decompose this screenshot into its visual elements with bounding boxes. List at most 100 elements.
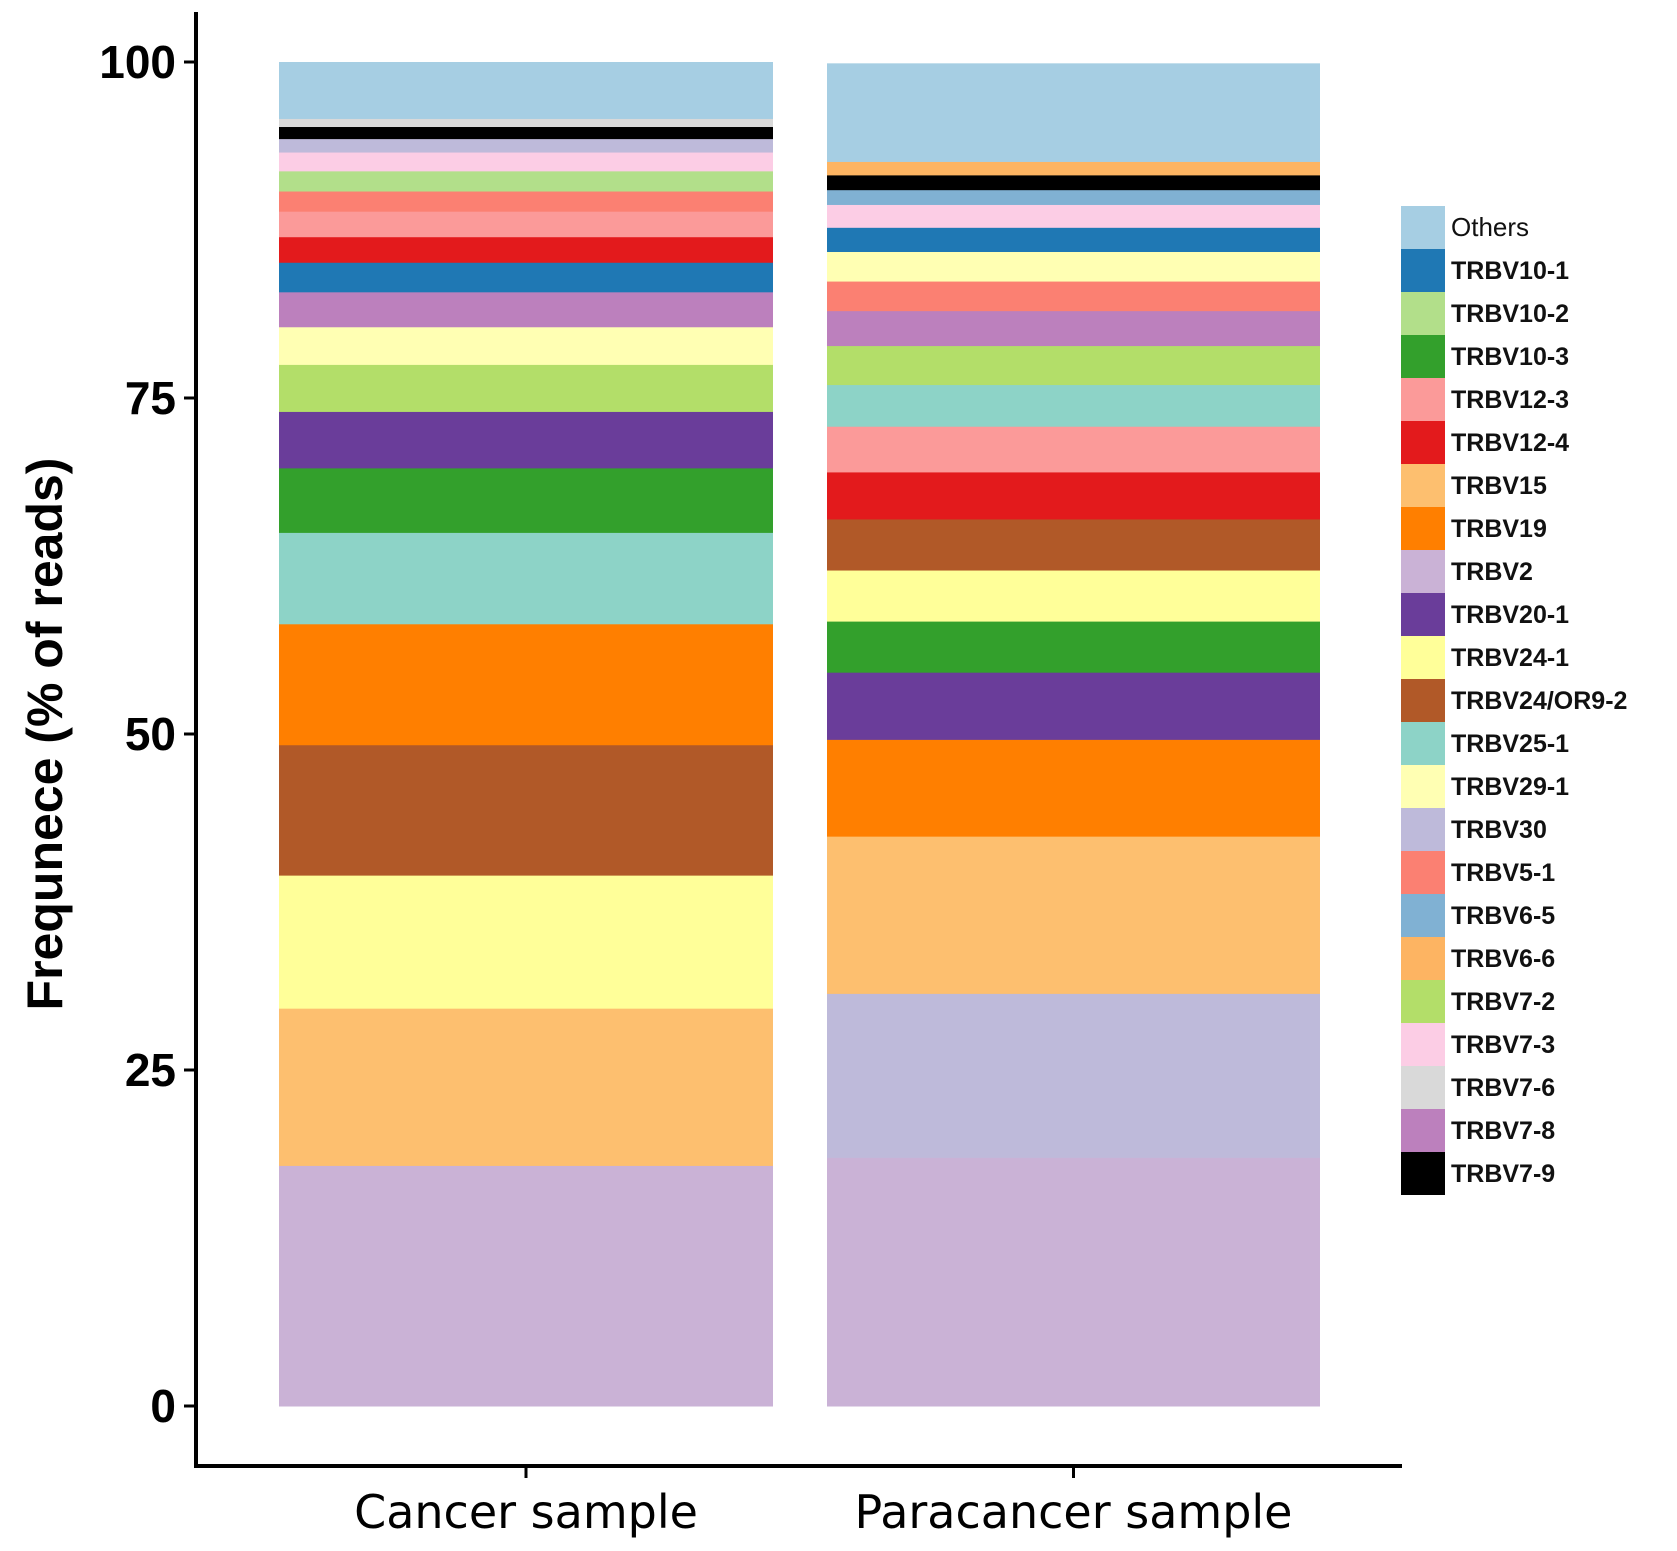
bar-segment-trbv7-3 [279,152,773,172]
legend-label: TRBV19 [1451,515,1547,543]
bar-segment-trbv10-3 [279,467,773,533]
legend-item: TRBV7-6 [1401,1066,1555,1109]
legend-item: TRBV10-3 [1401,335,1569,378]
legend-swatch [1401,980,1445,1023]
bar-segment-trbv25-1 [279,532,773,625]
legend-item: TRBV25-1 [1401,722,1569,765]
legend-label: TRBV12-3 [1451,386,1569,414]
bar-segment-trbv7-3 [827,204,1320,228]
legend-label: TRBV6-6 [1451,945,1555,973]
legend-label: TRBV29-1 [1451,773,1569,801]
legend-item: TRBV7-2 [1401,980,1555,1023]
bar-segment-trbv7-8 [827,310,1320,347]
legend-item: TRBV12-3 [1401,378,1569,421]
legend-label: TRBV7-2 [1451,988,1555,1016]
legend-item: TRBV30 [1401,808,1547,851]
bar-segment-trbv20-1 [279,411,773,469]
bar-segment-trbv5-1 [279,191,773,212]
bar-segment-trbv30 [827,993,1320,1158]
bar-segment-trbv5-1 [827,281,1320,312]
x-tick-label: Cancer sample [354,1485,698,1539]
y-tick-label: 75 [125,372,176,424]
legend-swatch [1401,1152,1445,1195]
legend-swatch [1401,1109,1445,1152]
legend-swatch [1401,851,1445,894]
legend-swatch [1401,550,1445,593]
legend-label: TRBV10-3 [1451,343,1569,371]
legend-swatch [1401,378,1445,421]
legend-label: TRBV7-9 [1451,1160,1555,1188]
legend-label: Others [1451,212,1529,242]
legend-swatch [1401,1023,1445,1066]
bar-segment-trbv6-6 [827,161,1320,176]
bar-segment-trbv7-9 [827,174,1320,191]
bar-segment-trbv24-1 [827,570,1320,622]
legend-swatch [1401,507,1445,550]
bar-segment-trbv20-1 [827,672,1320,740]
legend-label: TRBV10-2 [1451,300,1569,328]
legend-label: TRBV25-1 [1451,730,1569,758]
bar-segment-trbv19 [279,623,773,746]
bar-segment-trbv24-1 [279,875,773,1009]
legend-swatch [1401,335,1445,378]
bar-segment-trbv12-4 [827,471,1320,520]
bar-segment-trbv2 [827,1157,1320,1407]
y-tick-label: 0 [150,1380,176,1432]
legend-label: TRBV5-1 [1451,859,1555,887]
y-tick-label: 50 [125,708,176,760]
bar-segment-trbv12-3 [827,426,1320,473]
legend-item: TRBV10-2 [1401,292,1569,335]
legend-swatch [1401,249,1445,292]
legend-item: TRBV7-9 [1401,1152,1555,1195]
bar-segment-trbv25-1 [827,384,1320,427]
legend-item: TRBV6-5 [1401,894,1555,937]
legend-swatch [1401,1066,1445,1109]
bar-segment-others [279,62,773,119]
legend-swatch [1401,206,1445,249]
legend-swatch [1401,765,1445,808]
legend-label: TRBV30 [1451,816,1547,844]
legend-item: TRBV5-1 [1401,851,1555,894]
bar-segment-trbv29-1 [279,326,773,365]
x-ticks: Cancer sample Paracancer sample [354,1466,1292,1539]
legend-item: TRBV24-1 [1401,636,1569,679]
bars-layer [279,62,1320,1407]
legend-swatch [1401,292,1445,335]
bar-segment-trbv12-3 [279,211,773,238]
legend-label: TRBV15 [1451,472,1547,500]
x-tick-label: Paracancer sample [855,1485,1293,1539]
legend-swatch [1401,808,1445,851]
legend-label: TRBV12-4 [1451,429,1569,457]
legend-item: TRBV24/OR9-2 [1401,679,1627,722]
legend-item: TRBV6-6 [1401,937,1555,980]
bar-segment-trbv10-1 [279,262,773,293]
bar-segment-trbv7-9 [279,126,773,140]
bar-segment-trbv6-5 [827,189,1320,205]
legend-swatch [1401,722,1445,765]
legend-label: TRBV7-6 [1451,1074,1555,1102]
bar-segment-trbv15 [279,1008,773,1166]
bar-segment-trbv15 [827,836,1320,994]
legend-item: TRBV2 [1401,550,1533,593]
legend-swatch [1401,636,1445,679]
legend-item: TRBV15 [1401,464,1547,507]
legend-swatch [1401,593,1445,636]
legend-item: TRBV19 [1401,507,1547,550]
legend-item: TRBV12-4 [1401,421,1569,464]
legend-label: TRBV10-1 [1451,257,1569,285]
bar-segment-trbv29-1 [827,251,1320,282]
bar-segment-trbv10-3 [827,621,1320,673]
legend-label: TRBV6-5 [1451,902,1555,930]
legend-item: Others [1401,206,1529,249]
legend-swatch [1401,894,1445,937]
legend-label: TRBV24-1 [1451,644,1569,672]
bar-segment-trbv7-6 [279,118,773,128]
legend-item: TRBV20-1 [1401,593,1569,636]
legend-item: TRBV10-1 [1401,249,1569,292]
legend-swatch [1401,464,1445,507]
legend-item: TRBV29-1 [1401,765,1569,808]
legend-label: TRBV20-1 [1451,601,1569,629]
y-axis-title: Frequnece (% of reads) [17,458,73,1011]
legend-swatch [1401,421,1445,464]
